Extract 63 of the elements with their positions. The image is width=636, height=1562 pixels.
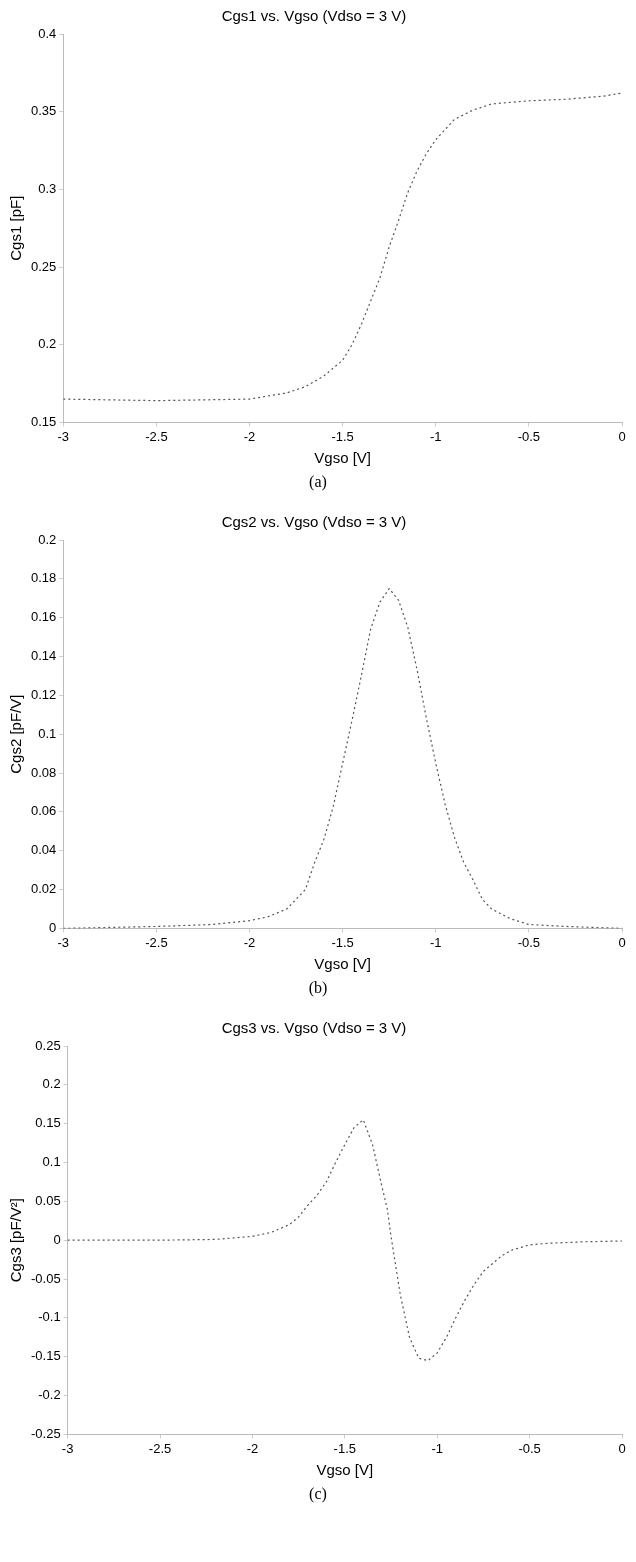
x-tick-label: -1.5: [331, 428, 354, 444]
y-tick-label: 0.35: [30, 103, 57, 119]
y-tick-label: 0.02: [30, 881, 57, 897]
x-tick-label: 0: [618, 934, 626, 950]
x-tick-label: -0.5: [518, 1440, 541, 1456]
x-tick-label: -1: [429, 428, 442, 444]
x-tick-label: -1.5: [333, 1440, 357, 1456]
x-tick-label: -2.5: [145, 934, 168, 950]
y-tick-label: 0.1: [38, 725, 57, 741]
y-tick-label: 0.04: [30, 842, 57, 858]
y-tick-label: 0.3: [38, 180, 57, 196]
x-tick-label: -0.5: [517, 934, 541, 950]
x-tick-label: -0.5: [517, 428, 541, 444]
y-tick-label: 0.12: [30, 686, 57, 702]
x-tick-label: -2.5: [148, 1440, 172, 1456]
x-axis-title: Vgso [V]: [314, 955, 371, 973]
y-axis-title: Cgs1 [pF]: [7, 195, 25, 261]
text: (c): [308, 1484, 328, 1505]
y-axis-title: Cgs3 [pF/V²]: [7, 1198, 25, 1283]
y-tick-label: -0.1: [38, 1309, 61, 1325]
line-series: [63, 92, 622, 402]
x-tick-label: -1: [431, 1440, 443, 1456]
x-tick-label: -2.5: [145, 428, 168, 444]
y-tick-label: -0.15: [30, 1348, 61, 1364]
x-axis-title: Vgso [V]: [314, 449, 371, 467]
y-tick-label: 0: [49, 919, 57, 935]
y-tick-label: 0.15: [30, 413, 57, 429]
text: (b): [307, 978, 329, 999]
x-tick-label: 0: [618, 428, 626, 444]
chart-title: Cgs2 vs. Vgso (Vdso = 3 V): [221, 513, 407, 531]
y-tick-label: 0.25: [35, 1037, 61, 1053]
x-tick-label: -2: [246, 1440, 259, 1456]
y-tick-label: -0.25: [30, 1425, 61, 1441]
x-tick-label: -3: [57, 428, 70, 444]
y-tick-label: 0.05: [35, 1192, 61, 1208]
x-tick-label: 0: [618, 1440, 626, 1456]
x-tick-label: -3: [61, 1440, 74, 1456]
y-tick-label: -0.05: [30, 1270, 61, 1286]
line-series: [67, 1119, 622, 1362]
y-tick-label: 0.08: [30, 764, 57, 780]
y-tick-label: 0.1: [42, 1154, 61, 1170]
x-tick-label: -2: [243, 934, 256, 950]
y-tick-label: 0.18: [30, 570, 57, 586]
chart-title: Cgs3 vs. Vgso (Vdso = 3 V): [221, 1019, 407, 1037]
y-tick-label: 0.2: [38, 336, 57, 352]
y-tick-label: 0: [53, 1231, 61, 1247]
y-tick-label: 0.4: [38, 25, 57, 41]
y-tick-label: 0.2: [38, 531, 57, 547]
x-tick-label: -1.5: [331, 934, 354, 950]
y-tick-label: 0.06: [30, 803, 57, 819]
y-tick-label: -0.2: [38, 1387, 61, 1403]
text: (a): [308, 472, 328, 493]
x-tick-label: -2: [243, 428, 256, 444]
chart-title: Cgs1 vs. Vgso (Vdso = 3 V): [221, 7, 407, 25]
x-axis-title: Vgso [V]: [316, 1461, 374, 1479]
y-tick-label: 0.25: [30, 258, 57, 274]
x-tick-label: -1: [429, 934, 442, 950]
y-axis-title: Cgs2 [pF/V]: [7, 694, 25, 774]
y-tick-label: 0.14: [30, 648, 57, 664]
y-tick-label: 0.2: [42, 1076, 61, 1092]
y-tick-label: 0.15: [35, 1115, 61, 1131]
x-tick-label: -3: [57, 934, 70, 950]
y-tick-label: 0.16: [30, 609, 57, 625]
